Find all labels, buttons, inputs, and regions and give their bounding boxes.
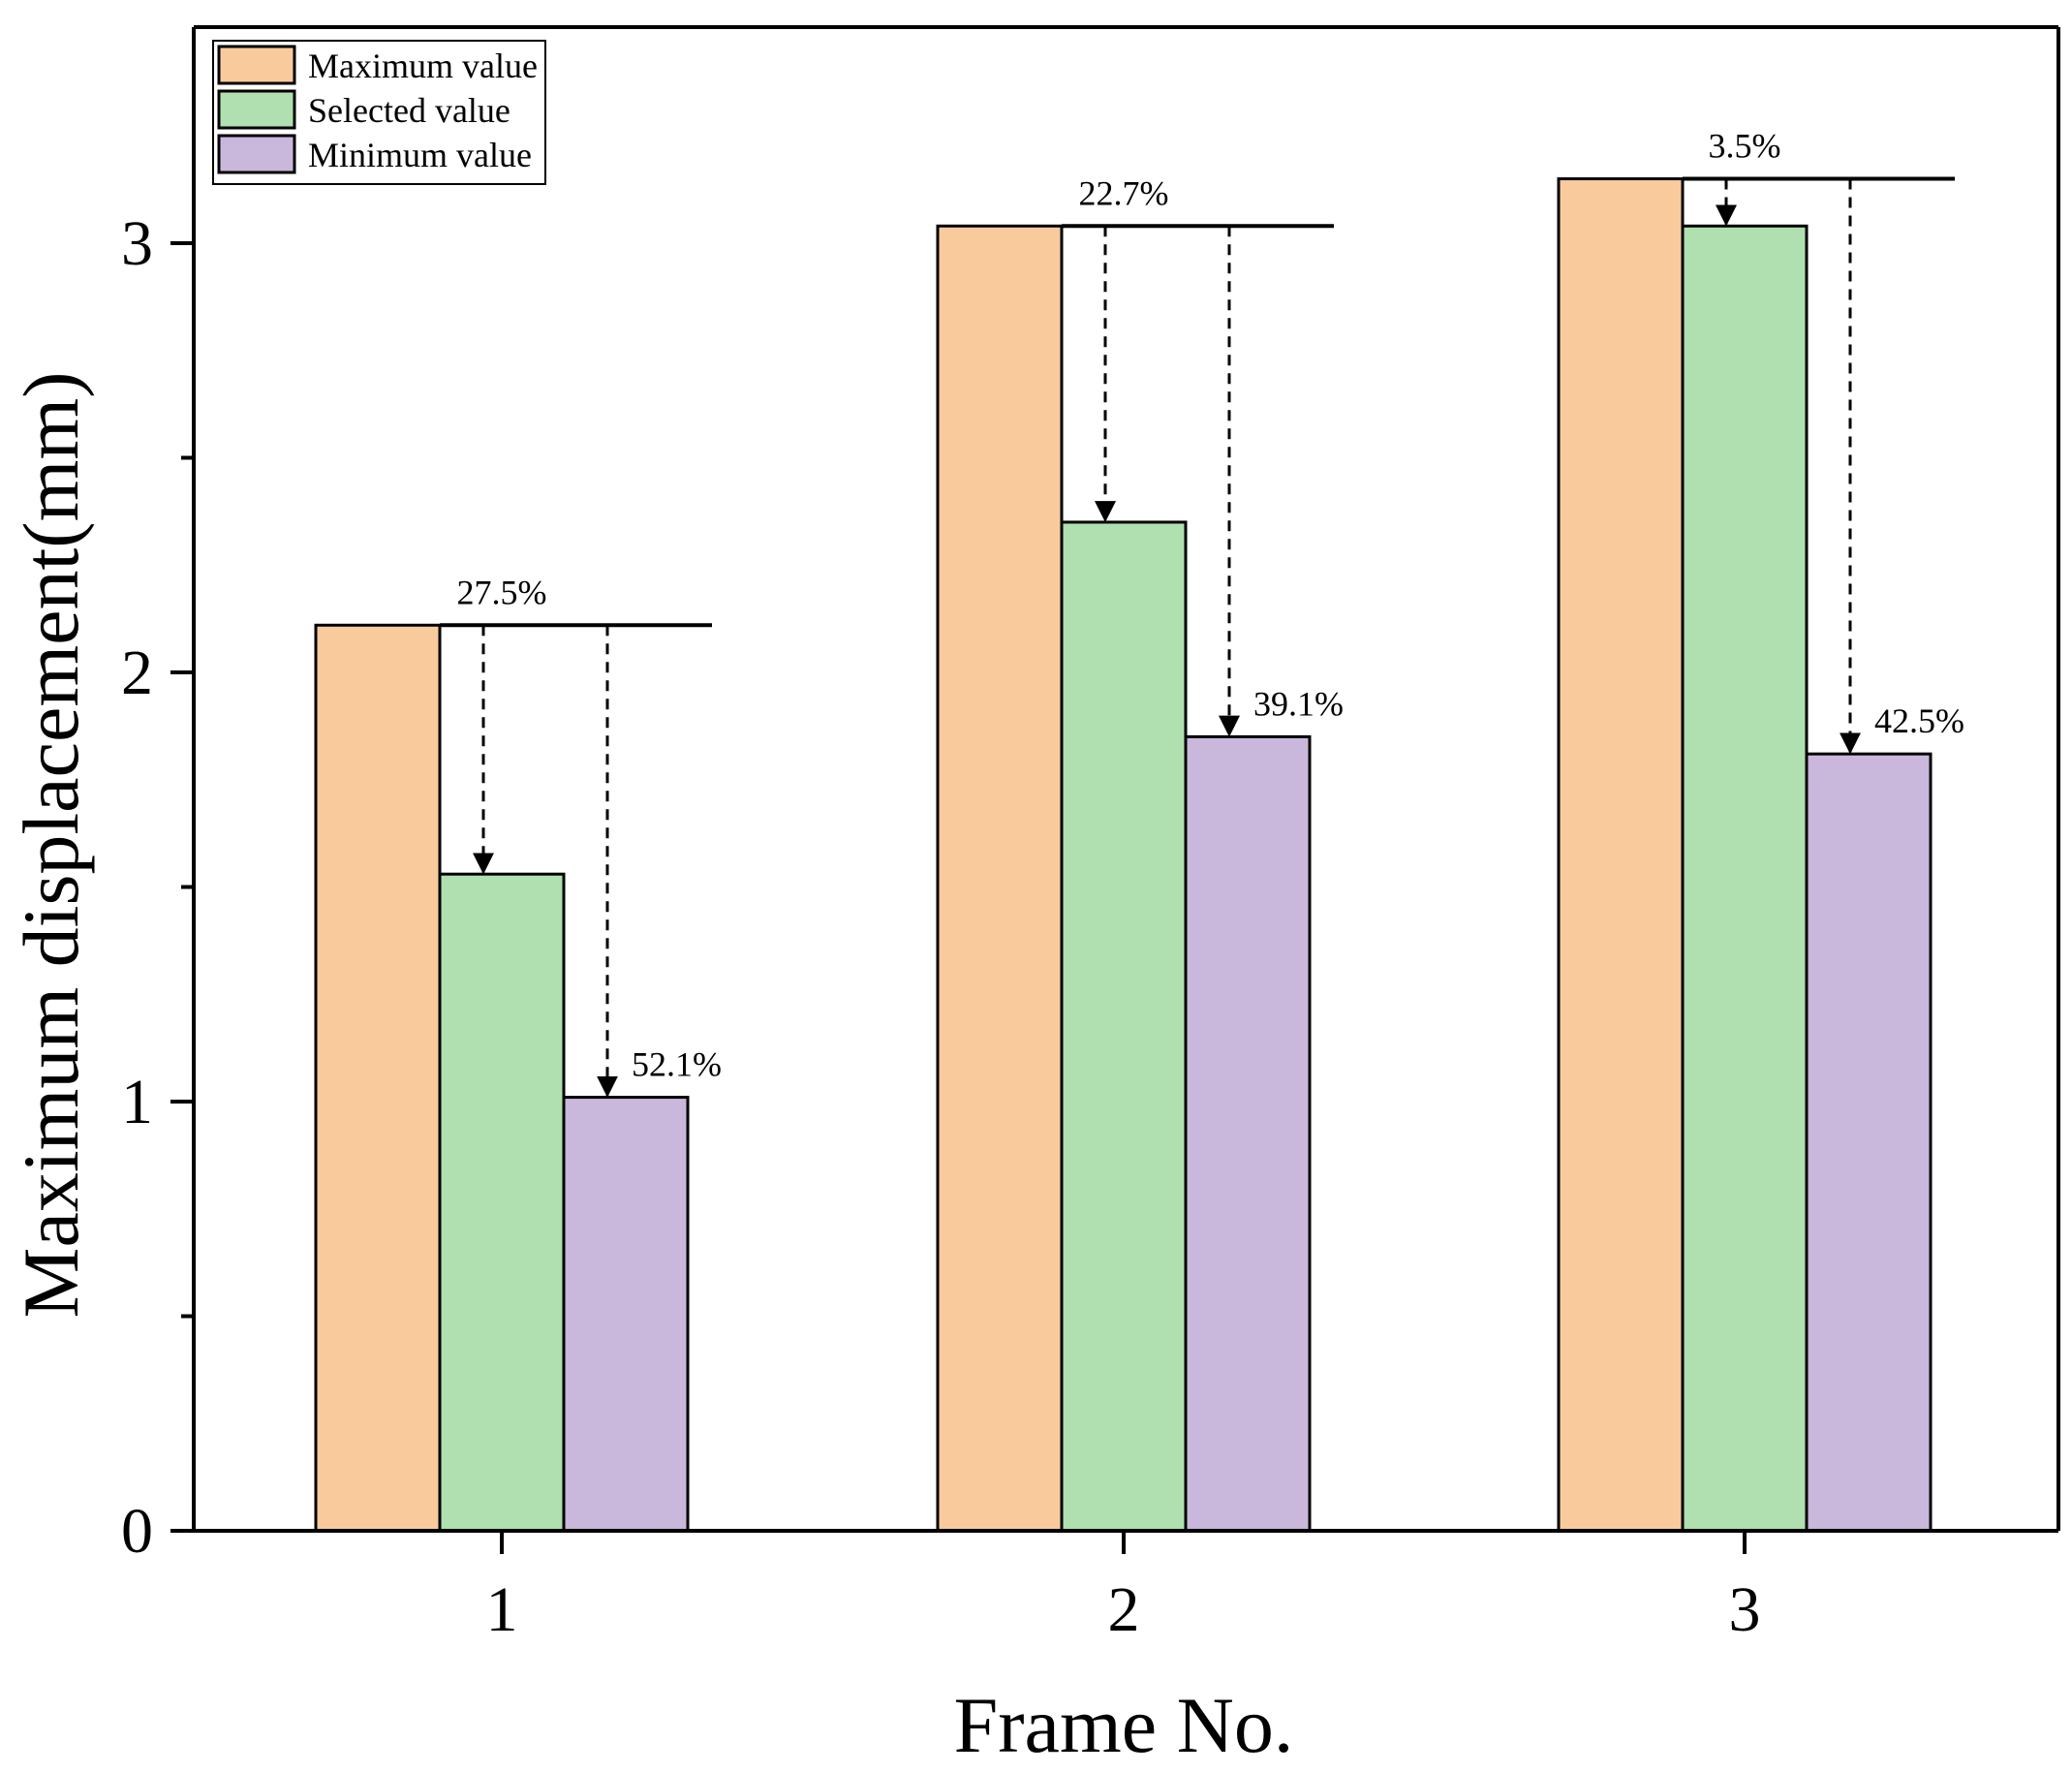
x-tick-label-2: 2 <box>1108 1574 1140 1645</box>
bar-selected-value-frame-3 <box>1681 224 1809 1533</box>
y-tick-label-0: 0 <box>121 1496 153 1567</box>
annotation-label-selected-value-frame-1: 27.5% <box>457 573 547 611</box>
x-tick-label-3: 3 <box>1729 1574 1761 1645</box>
legend-swatch-maximum-value <box>217 45 296 85</box>
annotation-label-minimum-value-frame-3: 42.5% <box>1874 701 1964 740</box>
annotation-label-minimum-value-frame-2: 39.1% <box>1253 684 1344 723</box>
legend-swatch-minimum-value <box>217 134 296 174</box>
legend: Maximum value Selected value Minimum value <box>212 40 546 185</box>
x-tick-label-1: 1 <box>486 1574 518 1645</box>
x-axis-title: Frame No. <box>954 1681 1294 1769</box>
bar-selected-value-frame-2 <box>1060 520 1188 1533</box>
bar-maximum-value-frame-3 <box>1557 177 1685 1533</box>
bar-maximum-value-frame-2 <box>936 224 1064 1533</box>
bar-maximum-value-frame-1 <box>314 623 442 1533</box>
legend-label-minimum-value: Minimum value <box>308 136 532 174</box>
bar-minimum-value-frame-2 <box>1184 734 1312 1533</box>
legend-label-selected-value: Selected value <box>308 91 510 130</box>
legend-swatch-selected-value <box>217 89 296 130</box>
legend-label-maximum-value: Maximum value <box>308 47 538 85</box>
annotations-layer: 27.5% 52.1% 22.7% 39.1% 3.5% 42.5% <box>440 127 1964 1098</box>
bar-minimum-value-frame-1 <box>562 1096 690 1533</box>
y-tick-label-3: 3 <box>121 208 153 279</box>
annotation-label-selected-value-frame-3: 3.5% <box>1709 127 1781 166</box>
y-axis-title: Maximum displacement(mm) <box>7 372 95 1319</box>
y-tick-label-2: 2 <box>121 638 153 708</box>
y-tick-label-1: 1 <box>121 1067 153 1137</box>
axes-layer: 0 1 2 3 1 2 3 Frame No. Maximum displacement(mm) <box>7 25 2060 1769</box>
annotation-label-minimum-value-frame-1: 52.1% <box>632 1045 722 1084</box>
bar-minimum-value-frame-3 <box>1805 752 1933 1533</box>
annotation-label-selected-value-frame-2: 22.7% <box>1079 173 1169 212</box>
bar-selected-value-frame-1 <box>438 872 566 1533</box>
bars-layer <box>314 177 1933 1533</box>
